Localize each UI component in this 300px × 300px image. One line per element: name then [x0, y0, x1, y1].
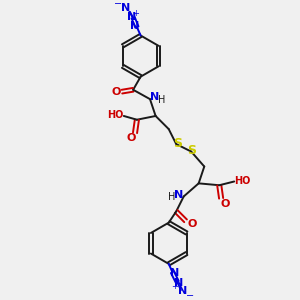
Text: N: N	[127, 12, 136, 22]
Text: −: −	[114, 0, 122, 9]
Text: N: N	[150, 92, 159, 102]
Text: HO: HO	[107, 110, 124, 120]
Text: O: O	[188, 219, 197, 229]
Text: S: S	[188, 144, 196, 157]
Text: O: O	[127, 134, 136, 143]
Text: S: S	[172, 136, 182, 150]
Text: O: O	[220, 199, 230, 209]
Text: N: N	[170, 268, 179, 278]
Text: N: N	[130, 21, 140, 31]
Text: H: H	[158, 95, 165, 105]
Text: O: O	[112, 87, 121, 97]
Text: N: N	[174, 190, 184, 200]
Text: N: N	[178, 286, 188, 296]
Text: N: N	[174, 278, 184, 288]
Text: HO: HO	[235, 176, 251, 186]
Text: +: +	[171, 282, 178, 291]
Text: +: +	[133, 8, 140, 17]
Text: N: N	[121, 3, 130, 14]
Text: −: −	[186, 291, 194, 300]
Text: H: H	[168, 192, 175, 203]
